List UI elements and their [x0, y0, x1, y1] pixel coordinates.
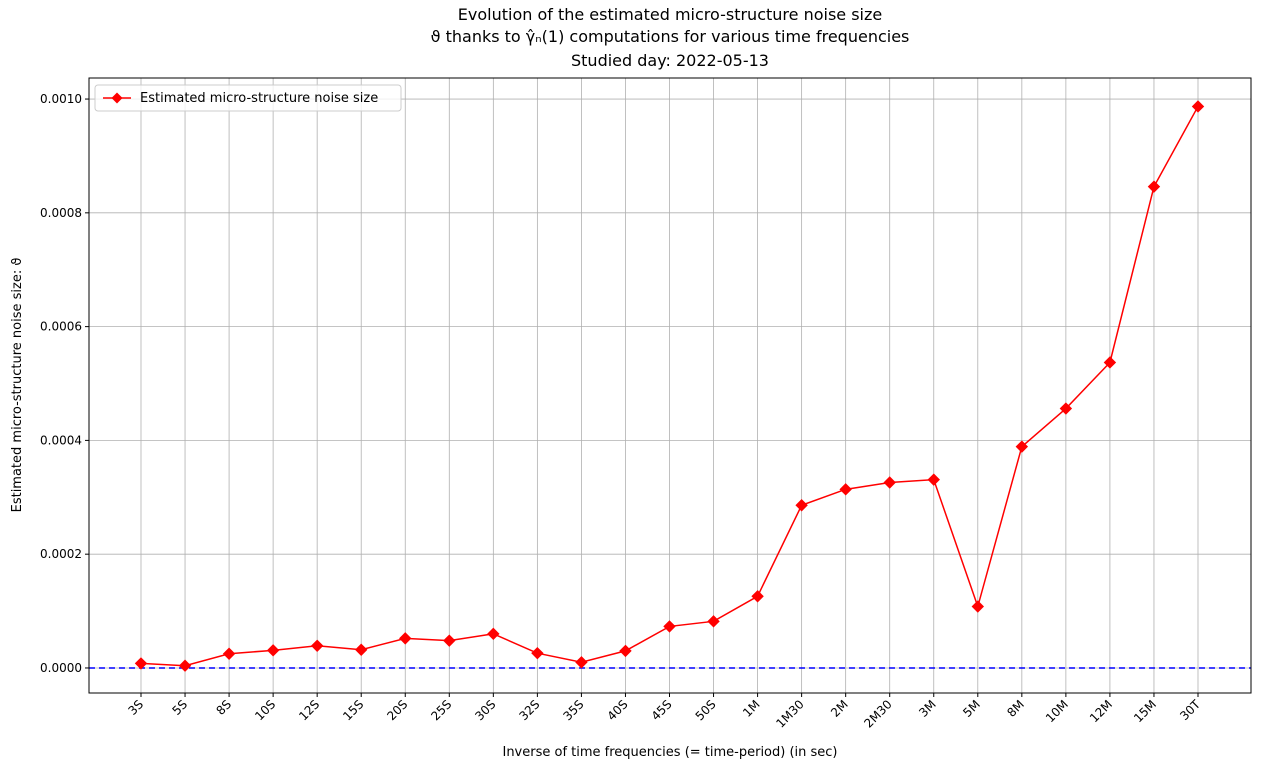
- x-tick-label: 40S: [604, 697, 630, 723]
- chart-title-line-3: Studied day: 2022-05-13: [571, 51, 769, 70]
- x-tick-label: 30S: [472, 697, 498, 723]
- data-point-15S: [355, 643, 368, 656]
- y-tick-label: 0.0004: [40, 433, 82, 447]
- x-tick-label: 3M: [916, 697, 939, 720]
- legend-label: Estimated micro-structure noise size: [140, 91, 378, 106]
- plot-frame: [88, 77, 1252, 694]
- data-point-3S: [134, 657, 148, 670]
- data-point-1M: [751, 590, 764, 603]
- data-point-30T: [1191, 100, 1205, 113]
- series-group: [134, 100, 1205, 672]
- chart-title: Evolution of the estimated micro-structu…: [431, 5, 910, 70]
- x-tick-label: 12S: [296, 697, 322, 723]
- x-tick-label: 45S: [649, 697, 675, 723]
- data-point-1M30: [795, 499, 808, 512]
- legend: Estimated micro-structure noise size: [94, 84, 402, 112]
- data-point-8S: [222, 647, 236, 660]
- chart-title-line-2: ϑ thanks to γ̂ₙ(1) computations for vari…: [431, 27, 910, 46]
- data-point-2M: [839, 483, 852, 496]
- x-tick-label: 5S: [169, 697, 190, 718]
- data-point-3M: [927, 473, 940, 486]
- data-point-30S: [487, 627, 500, 641]
- y-axis-label: Estimated micro-structure noise size: ϑ: [10, 258, 25, 513]
- data-point-10M: [1059, 402, 1073, 415]
- x-tick-label: 10M: [1043, 697, 1071, 725]
- data-point-5M: [971, 600, 984, 613]
- data-point-2M30: [883, 476, 896, 489]
- x-tick-label: 1M30: [773, 697, 806, 730]
- y-tick-label: 0.0002: [40, 547, 82, 561]
- data-point-32S: [531, 646, 544, 660]
- x-tick-label: 20S: [384, 697, 410, 723]
- x-tick-label: 32S: [516, 697, 542, 723]
- x-tick-label: 3S: [125, 697, 146, 718]
- x-tick-label: 12M: [1087, 697, 1115, 725]
- data-point-15M: [1147, 180, 1161, 193]
- data-point-20S: [399, 632, 412, 645]
- x-tick-label: 25S: [428, 697, 454, 723]
- chart-title-line-1: Evolution of the estimated micro-structu…: [458, 5, 882, 24]
- data-point-45S: [663, 620, 676, 633]
- x-tick-label: 5M: [960, 697, 983, 720]
- x-tick-label: 8S: [214, 697, 235, 718]
- y-tick-label: 0.0008: [40, 206, 82, 220]
- y-tick-label: 0.0006: [40, 320, 82, 334]
- x-axis-label: Inverse of time frequencies (= time-peri…: [502, 745, 837, 760]
- x-tick-label: 2M30: [861, 697, 894, 730]
- x-tick-label: 8M: [1004, 697, 1027, 720]
- x-tick-label: 10S: [252, 697, 278, 723]
- data-point-35S: [575, 656, 588, 669]
- x-tick-label: 50S: [693, 697, 719, 723]
- grid-lines: [89, 78, 1251, 693]
- x-tick-label: 1M: [740, 697, 763, 720]
- x-tick-label: 35S: [560, 697, 586, 723]
- y-tick-label: 0.0010: [40, 92, 82, 106]
- x-tick-label: 15M: [1131, 697, 1159, 725]
- data-point-5S: [178, 659, 192, 672]
- x-axis-ticks: 3S 5S 8S 10S 12S 15S 20S 25S 30S 32S 35S 40S 45S 50S 1…: [125, 693, 1204, 731]
- x-tick-label: 30T: [1177, 697, 1203, 723]
- data-point-40S: [619, 644, 632, 658]
- data-point-12S: [310, 639, 324, 652]
- data-point-50S: [707, 615, 720, 628]
- legend-marker-sample: [111, 92, 123, 104]
- data-point-8M: [1015, 440, 1029, 453]
- y-tick-label: 0.0000: [40, 661, 82, 675]
- x-tick-label: 2M: [828, 697, 851, 720]
- data-point-12M: [1103, 356, 1117, 369]
- y-axis-ticks: 0.0000 0.0002 0.0004 0.0006 0.0008 0.0010: [40, 92, 89, 675]
- x-tick-label: 15S: [340, 697, 366, 723]
- data-point-25S: [443, 634, 456, 647]
- legend-box: [94, 84, 402, 112]
- data-point-10S: [266, 644, 280, 657]
